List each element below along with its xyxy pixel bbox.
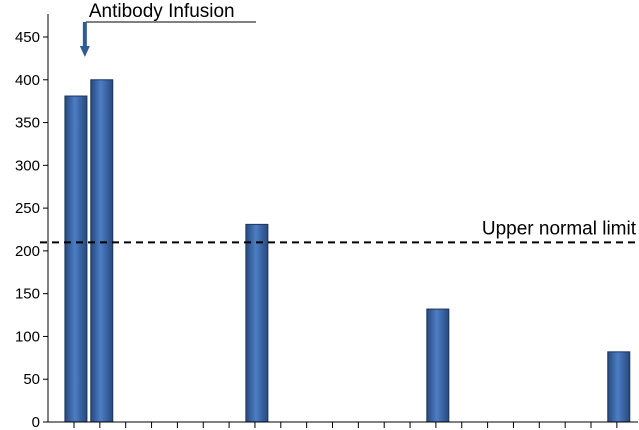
- y-tick-label: 50: [23, 371, 40, 388]
- y-axis-ticks: 0 50 100 150 200 250 300 350 400 450: [15, 29, 48, 430]
- x-axis-ticks: [73, 422, 618, 428]
- bars: [64, 79, 631, 423]
- y-tick-label: 100: [15, 328, 40, 345]
- y-tick-label: 250: [15, 200, 40, 217]
- y-tick-label: 350: [15, 115, 40, 132]
- y-tick-label: 150: [15, 286, 40, 303]
- bar: [64, 95, 88, 423]
- y-tick-label: 400: [15, 72, 40, 89]
- bar: [607, 351, 631, 423]
- y-tick-label: 200: [15, 243, 40, 260]
- y-tick-label: 450: [15, 29, 40, 46]
- y-tick-label: 0: [32, 414, 40, 430]
- y-tick-label: 300: [15, 157, 40, 174]
- infusion-annotation-label: Antibody Infusion: [89, 1, 235, 22]
- bar: [90, 79, 114, 423]
- bar: [245, 223, 269, 423]
- infusion-arrow-icon: [79, 46, 90, 57]
- bar: [426, 308, 450, 423]
- upper-normal-limit-label: Upper normal limit: [482, 218, 637, 239]
